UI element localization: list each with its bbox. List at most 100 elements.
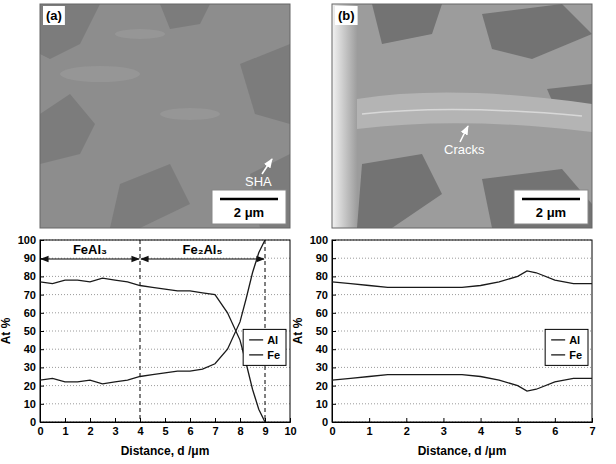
- image-phase: [160, 108, 220, 120]
- legend-item: Fe: [551, 349, 582, 361]
- y-tick: 90: [24, 252, 44, 264]
- x-tick-mark: [406, 418, 407, 422]
- y-tick-mark: [332, 367, 336, 368]
- x-tick-mark: [65, 418, 66, 422]
- x-tick: 3: [441, 418, 447, 437]
- x-tick-mark: [90, 418, 91, 422]
- x-tick: 7: [212, 418, 218, 437]
- x-tick-label: 10: [284, 425, 296, 437]
- annotation-label: SHA: [245, 174, 272, 189]
- y-tick-mark: [332, 295, 336, 296]
- x-tick: 6: [187, 418, 193, 437]
- plot-lines: [40, 240, 265, 422]
- y-tick-mark: [40, 386, 44, 387]
- x-tick: 5: [162, 418, 168, 437]
- y-tick: 60: [316, 307, 336, 319]
- chart: 0123456789100102030405060708090100Distan…: [0, 234, 297, 458]
- image-phase: [60, 66, 140, 82]
- micrograph: (a) SHA 2 μm: [40, 4, 290, 228]
- x-tick-mark: [190, 418, 191, 422]
- plot-frame: [332, 240, 592, 422]
- grid-line: [332, 312, 592, 313]
- y-axis-line: [41, 241, 45, 423]
- x-tick-label: 5: [515, 425, 521, 437]
- y-tick-mark: [332, 349, 336, 350]
- x-tick-label: 3: [112, 425, 118, 437]
- y-tick-label: 40: [24, 343, 36, 355]
- grid-line: [332, 385, 592, 386]
- y-tick-label: 10: [316, 398, 328, 410]
- y-tick-label: 90: [24, 252, 36, 264]
- y-tick-mark: [40, 276, 44, 277]
- y-tick: 40: [24, 343, 44, 355]
- legend-swatch: [249, 339, 263, 340]
- y-tick-mark: [40, 331, 44, 332]
- series-line: [332, 375, 592, 391]
- region-label: FeAl₃: [73, 242, 107, 257]
- image-frame: [332, 4, 592, 228]
- grid-line: [332, 276, 592, 277]
- region-arrow: [141, 258, 264, 259]
- x-tick-mark: [369, 418, 370, 422]
- legend-item: Fe: [249, 349, 280, 361]
- grid-line: [332, 367, 592, 368]
- x-tick: 2: [404, 418, 410, 437]
- y-tick-label: 40: [316, 343, 328, 355]
- x-tick-label: 3: [441, 425, 447, 437]
- image-phase: [357, 154, 442, 228]
- y-tick-mark: [332, 313, 336, 314]
- x-tick-label: 7: [589, 425, 595, 437]
- image-frame: [40, 4, 290, 228]
- scale-bar: [522, 198, 580, 201]
- legend-item: Al: [249, 334, 278, 346]
- x-tick: 5: [515, 418, 521, 437]
- grid-line: [40, 294, 290, 295]
- x-tick-label: 9: [262, 425, 268, 437]
- y-tick-label: 0: [30, 416, 36, 428]
- annotation-arrow: [262, 159, 272, 174]
- y-tick-label: 20: [24, 380, 36, 392]
- x-tick-label: 4: [137, 425, 144, 437]
- scale-bar-box: [514, 190, 588, 224]
- scale-bar-label: 2 μm: [536, 205, 566, 220]
- y-tick-label: 60: [24, 307, 36, 319]
- image-phase: [240, 44, 290, 124]
- x-tick: 1: [62, 418, 68, 437]
- y-tick: 90: [316, 252, 336, 264]
- panel-letter: (a): [46, 8, 62, 23]
- image-phase: [482, 4, 592, 59]
- x-axis: 012345678910: [37, 418, 296, 437]
- y-tick: 40: [316, 343, 336, 355]
- grid-line: [332, 258, 592, 259]
- image-phase: [110, 164, 190, 228]
- y-tick: 10: [316, 398, 336, 410]
- x-tick-label: 8: [237, 425, 243, 437]
- grid-line: [40, 312, 290, 313]
- y-tick: 10: [24, 398, 44, 410]
- y-tick: 20: [316, 380, 336, 392]
- x-tick-label: 6: [552, 425, 558, 437]
- panel-letter-box: [43, 6, 65, 25]
- micrograph: (b) Cracks 2 μm: [332, 4, 592, 228]
- x-tick-mark: [215, 418, 216, 422]
- x-tick-label: 1: [367, 425, 373, 437]
- grid-line: [40, 258, 290, 259]
- y-tick-mark: [332, 404, 336, 405]
- x-tick: 8: [237, 418, 243, 437]
- annotation-label: Cracks: [444, 142, 485, 157]
- y-tick-label: 30: [316, 361, 328, 373]
- legend-swatch: [249, 354, 263, 355]
- x-tick-label: 2: [87, 425, 93, 437]
- panel-letter-box: [335, 6, 358, 25]
- scale-bar-label: 2 μm: [234, 205, 264, 220]
- grid-line: [332, 403, 592, 404]
- x-tick: 2: [87, 418, 93, 437]
- x-tick-mark: [240, 418, 241, 422]
- grid-line: [40, 276, 290, 277]
- y-tick: 80: [24, 270, 44, 282]
- chart: 012345670102030405060708090100Distance, …: [291, 234, 596, 458]
- x-tick: 4: [478, 418, 485, 437]
- x-tick: 3: [112, 418, 118, 437]
- legend: AlFe: [545, 329, 588, 365]
- panel-letter: (b): [338, 8, 355, 23]
